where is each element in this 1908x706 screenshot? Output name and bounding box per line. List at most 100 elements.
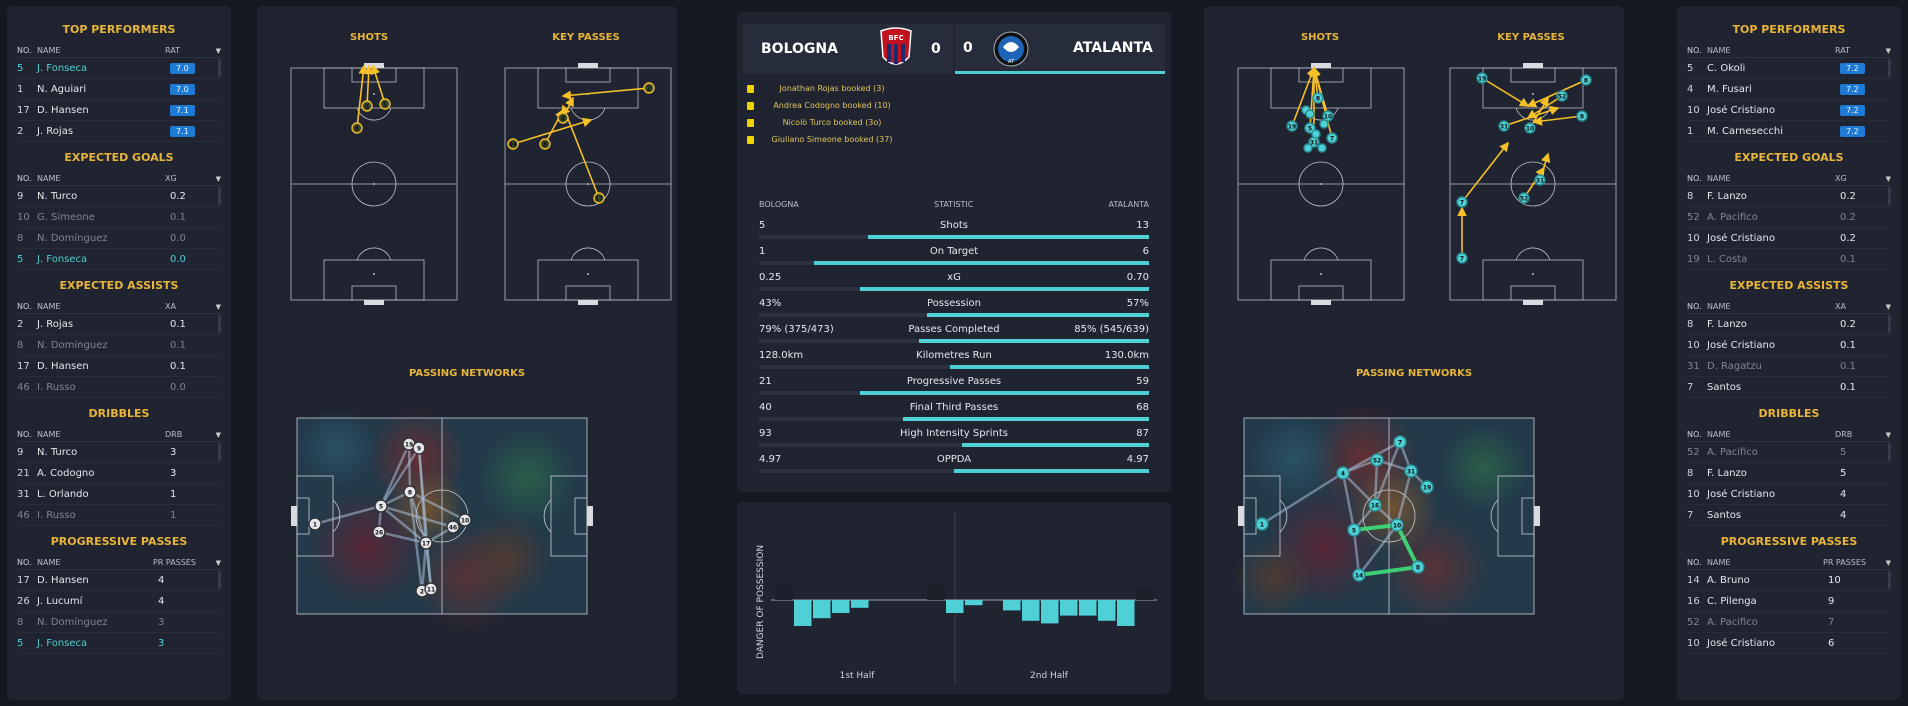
col-value[interactable]: PR PASSES [153,558,196,567]
key-pass-marker[interactable]: 7 [1456,196,1468,208]
danger-bar[interactable] [1022,600,1040,621]
player-node[interactable]: 5 [374,499,388,513]
player-node[interactable]: 9 [412,441,426,455]
table-row[interactable]: 1 M. Carnesecchi 7.2 [1687,121,1891,142]
table-row[interactable]: 14 A. Bruno 10 [1687,570,1891,591]
table-row[interactable]: 5 J. Fonseca 0.0 [17,249,221,270]
col-value[interactable]: XG [165,174,177,183]
danger-bar[interactable] [1079,600,1097,616]
pass-link[interactable] [420,542,428,592]
table-row[interactable]: 17 D. Hansen 7.1 [17,100,221,121]
shot-arrow[interactable] [370,64,386,105]
key-pass-marker[interactable]: 31 [1498,120,1510,132]
key-pass-arrow[interactable] [1529,96,1549,129]
key-pass-marker[interactable]: 8 [1576,110,1588,122]
table-row[interactable]: 8 N. Domínguez 0.1 [17,335,221,356]
col-value[interactable]: XG [1835,174,1847,183]
shot-marker[interactable]: 6 [361,100,373,112]
shot-arrow[interactable] [1311,66,1333,139]
pass-link[interactable] [1395,524,1420,568]
danger-bar[interactable] [832,600,850,613]
stat-row[interactable]: 0.25 xG 0.70 [759,270,1149,296]
shot-marker[interactable]: 5 [1304,122,1316,134]
bologna-shots-pitch[interactable]: 8 6 5 [289,58,459,308]
table-row[interactable]: 10 José Cristiano 7.2 [1687,100,1891,121]
shot-arrow[interactable] [356,64,368,129]
pass-link[interactable] [408,491,424,592]
sort-chevron-icon[interactable]: ▼ [1885,174,1891,183]
danger-bar[interactable] [1060,600,1078,616]
stat-row[interactable]: 43% Possession 57% [759,296,1149,322]
table-row[interactable]: 7 Santos 0.1 [1687,377,1891,398]
shot-arrow[interactable] [1291,66,1316,127]
player-node[interactable]: 7 [1393,435,1407,449]
atalanta-key-passes-pitch[interactable]: 19 8 52 8 31 10 52 31 7 7 [1448,58,1618,308]
table-row[interactable]: 19 L. Costa 0.1 [1687,249,1891,270]
table-row[interactable]: 8 N. Domínguez 3 [17,612,221,633]
key-pass-arrow[interactable] [561,104,600,199]
table-row[interactable]: 52 A. Pacifico 7 [1687,612,1891,633]
key-pass-arrow[interactable] [1523,166,1545,199]
sort-chevron-icon[interactable]: ▼ [215,430,221,439]
table-row[interactable]: 31 L. Orlando 1 [17,484,221,505]
away-team-box[interactable]: 0 AT ATALANTA [955,24,1165,74]
shot-marker[interactable] [1311,129,1321,139]
stat-row[interactable]: 21 Progressive Passes 59 [759,374,1149,400]
table-row[interactable]: 16 C. Pilenga 9 [1687,591,1891,612]
danger-bar[interactable] [965,600,983,606]
key-pass-marker[interactable]: 52 [1518,192,1530,204]
stat-row[interactable]: 128.0km Kilometres Run 130.0km [759,348,1149,374]
shot-marker[interactable] [1305,109,1315,119]
scrollbar[interactable] [1888,315,1891,333]
key-pass-marker[interactable]: 8 [1580,74,1592,86]
scrollbar[interactable] [1888,571,1891,589]
table-row[interactable]: 5 C. Okoli 7.2 [1687,58,1891,79]
shot-marker[interactable]: 5 [379,98,391,110]
key-pass-arrow[interactable] [1481,77,1530,107]
pass-link[interactable] [380,504,454,529]
key-pass-marker[interactable]: 7 [1456,252,1468,264]
danger-bar[interactable] [946,600,964,613]
pass-link[interactable] [1373,441,1402,506]
stat-row[interactable]: 40 Final Third Passes 68 [759,400,1149,426]
key-pass-marker[interactable]: 19 [1476,72,1488,84]
table-row[interactable]: 17 D. Hansen 0.1 [17,356,221,377]
table-row[interactable]: 5 J. Fonseca 7.0 [17,58,221,79]
key-pass-arrow[interactable] [1461,141,1509,203]
player-node[interactable]: 14 [1352,568,1366,582]
shot-marker[interactable] [1303,143,1313,153]
danger-bar[interactable] [1098,600,1116,621]
shot-marker[interactable]: 19 [1286,120,1298,132]
player-node[interactable]: 10 [458,513,472,527]
table-row[interactable]: 5 J. Fonseca 3 [17,633,221,654]
key-pass-arrow[interactable] [1532,115,1583,126]
pass-link[interactable] [1353,523,1398,532]
player-node[interactable]: 17 [419,536,433,550]
player-node[interactable]: 26 [372,525,386,539]
danger-bar[interactable] [794,600,812,626]
table-row[interactable]: 46 I. Russo 0.0 [17,377,221,398]
stat-row[interactable]: 4.97 OPPDA 4.97 [759,452,1149,478]
table-row[interactable]: 21 A. Codogno 3 [17,463,221,484]
sort-chevron-icon[interactable]: ▼ [215,46,221,55]
table-row[interactable]: 52 A. Pacifico 0.2 [1687,207,1891,228]
table-row[interactable]: 10 José Cristiano 0.2 [1687,228,1891,249]
col-value[interactable]: DRB [1835,430,1853,439]
home-team-box[interactable]: BOLOGNA BFC 0 [743,24,953,74]
pass-link[interactable] [1261,471,1344,526]
scrollbar[interactable] [1888,59,1891,77]
table-row[interactable]: 7 Santos 4 [1687,505,1891,526]
sort-chevron-icon[interactable]: ▼ [1885,46,1891,55]
table-row[interactable]: 4 M. Fusari 7.2 [1687,79,1891,100]
pass-link[interactable] [1341,472,1356,531]
danger-bar[interactable] [1117,600,1135,626]
shot-marker[interactable]: 8 [1312,92,1324,104]
player-node[interactable]: 8 [403,485,417,499]
pass-link[interactable] [379,447,421,507]
shot-marker[interactable]: 8 [351,122,363,134]
player-node[interactable]: 4 [1336,466,1350,480]
sort-chevron-icon[interactable]: ▼ [215,558,221,567]
scrollbar[interactable] [218,59,221,77]
scrollbar[interactable] [218,443,221,461]
col-value[interactable]: DRB [165,430,183,439]
